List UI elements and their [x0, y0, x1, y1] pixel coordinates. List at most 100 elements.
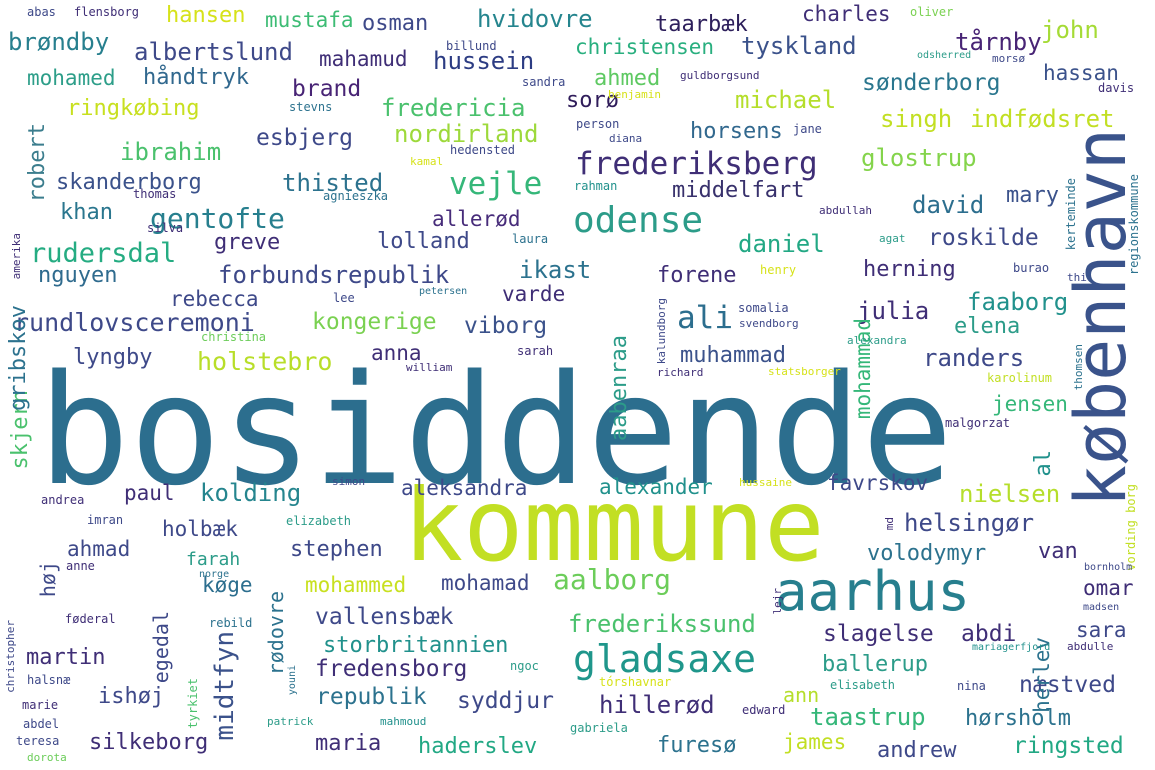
word: viborg — [464, 313, 548, 339]
word: edward — [742, 703, 786, 717]
word: alexandra — [847, 334, 907, 347]
word: gabriela — [570, 721, 628, 735]
word: esbjerg — [256, 125, 353, 151]
word: marie — [22, 698, 59, 712]
word: christina — [201, 330, 267, 344]
word: agnieszka — [323, 189, 389, 203]
word: albertslund — [134, 38, 293, 66]
word: næstved — [1019, 672, 1116, 698]
word: stephen — [290, 537, 383, 562]
word: richard — [657, 366, 704, 379]
word: lejr — [771, 588, 784, 615]
word: brøndby — [8, 28, 110, 56]
word: aalborg — [553, 563, 672, 596]
word: billund — [446, 39, 497, 53]
word: mariagerfjord — [972, 642, 1051, 653]
word: herning — [863, 257, 956, 282]
word: andrea — [41, 493, 85, 507]
word: rebild — [209, 616, 253, 630]
word: aleksandra — [401, 476, 528, 500]
word: frederiksberg — [575, 146, 818, 182]
word: ann — [783, 683, 820, 707]
word: abdi — [961, 621, 1017, 647]
word: ngoc — [510, 659, 539, 673]
word: forene — [657, 263, 737, 288]
word: somalia — [738, 301, 789, 315]
word: rahman — [574, 179, 618, 193]
word: ahmed — [594, 66, 661, 91]
word: favrskov — [827, 471, 929, 495]
word: midtfyn — [210, 631, 240, 741]
word: greve — [214, 230, 281, 255]
word: singh — [880, 105, 953, 133]
word: odense — [573, 200, 704, 241]
word: andrew — [877, 738, 957, 763]
word: nielsen — [959, 480, 1061, 508]
word: forbundsrepublik — [218, 261, 450, 289]
word: kongerige — [312, 309, 437, 335]
word: farah — [186, 549, 241, 570]
word: silva — [147, 221, 184, 235]
word: stevns — [289, 100, 333, 114]
word: ahmad — [67, 537, 131, 561]
word: tyrkiet — [186, 678, 200, 729]
word: thomas — [133, 187, 177, 201]
word: omar — [1083, 576, 1134, 600]
word: imran — [87, 513, 124, 527]
word: morsø — [992, 52, 1026, 65]
word: slagelse — [823, 621, 934, 647]
word: alexander — [599, 475, 713, 499]
word: jensen — [992, 392, 1068, 416]
word: vording borg — [1124, 484, 1138, 571]
word: ringkøbing — [67, 96, 200, 121]
word: james — [783, 730, 847, 754]
word: kalundborg — [655, 298, 668, 365]
word: mohamed — [27, 66, 116, 90]
word: abdel — [23, 717, 60, 731]
word: skanderborg — [56, 170, 202, 195]
word: høj — [36, 561, 60, 598]
word: burao — [1013, 261, 1050, 275]
word: davis — [1098, 81, 1135, 95]
word: thomsen — [1072, 344, 1085, 391]
word: vallensbæk — [315, 604, 454, 630]
word: mahmoud — [380, 715, 427, 728]
word: christensen — [575, 35, 715, 59]
word: rødovre — [264, 591, 288, 676]
word: storbritannien — [323, 633, 509, 658]
word: paul — [124, 481, 175, 505]
word: maria — [315, 731, 382, 756]
word: abas — [27, 5, 56, 19]
word: odsherred — [917, 50, 972, 61]
word: ibrahim — [120, 138, 222, 166]
word: md — [883, 517, 896, 531]
word: hedensted — [450, 143, 516, 157]
word: william — [406, 361, 453, 374]
word: simon — [332, 475, 366, 488]
word: jane — [793, 122, 822, 136]
word: tórshavnar — [599, 675, 672, 689]
word: sorø — [566, 88, 619, 113]
word: sønderborg — [862, 70, 1001, 96]
word: diana — [609, 132, 643, 145]
word: julia — [857, 297, 930, 325]
word: sarah — [517, 344, 554, 358]
word: karolinum — [987, 371, 1053, 385]
word: hussaine — [739, 476, 792, 489]
word: fredensborg — [315, 656, 468, 682]
word: elisabeth — [830, 678, 896, 692]
word: syddjur — [457, 688, 554, 714]
word: taarbæk — [655, 12, 748, 37]
word: christopher — [4, 620, 17, 693]
word: agat — [879, 232, 906, 245]
word: republik — [316, 684, 427, 710]
word: lolland — [377, 229, 470, 254]
word: holbæk — [162, 517, 238, 541]
word: frederikssund — [568, 610, 756, 638]
word: brand — [292, 76, 362, 102]
word: tårnby — [955, 28, 1042, 56]
word: kommune — [403, 467, 825, 584]
word: ali — [677, 300, 733, 336]
word: randers — [923, 344, 1025, 372]
word: regionskommune — [1127, 174, 1141, 276]
